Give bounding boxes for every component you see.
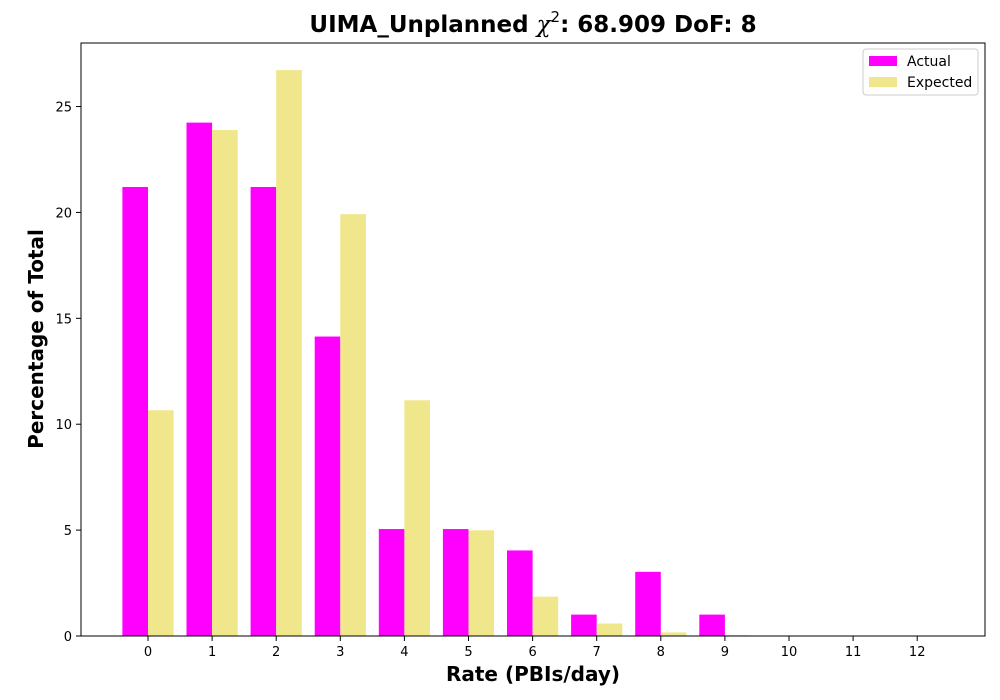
bar-actual-1 xyxy=(186,122,213,636)
x-tick-label: 8 xyxy=(657,645,665,660)
bar-expected-5 xyxy=(468,530,495,636)
x-tick-label: 1 xyxy=(208,645,216,660)
x-tick-label: 2 xyxy=(272,645,280,660)
x-axis-label: Rate (PBIs/day) xyxy=(446,662,620,686)
x-tick-label: 5 xyxy=(464,645,472,660)
y-tick-label: 20 xyxy=(55,206,72,221)
bar-expected-0 xyxy=(148,410,174,636)
chart-title-chi: χ xyxy=(535,12,553,38)
chart-title-prefix: UIMA_Unplanned xyxy=(309,12,536,38)
bar-actual-4 xyxy=(378,529,405,636)
bar-actual-5 xyxy=(442,529,469,636)
bar-expected-1 xyxy=(212,130,238,637)
x-tick-label: 10 xyxy=(781,645,798,660)
y-tick-label: 15 xyxy=(55,312,72,327)
x-ticks: 0 1 2 3 4 5 6 7 8 9 10 11 12 xyxy=(144,636,926,660)
bar-expected-7 xyxy=(596,623,623,636)
y-ticks: 0 5 10 15 20 25 xyxy=(55,101,81,645)
x-tick-label: 6 xyxy=(528,645,536,660)
chart-title: UIMA_Unplanned χ2: 68.909 DoF: 8 xyxy=(309,8,756,38)
legend: Actual Expected xyxy=(862,48,979,96)
y-tick-label: 10 xyxy=(55,418,72,433)
chart-title-suffix: : 68.909 DoF: 8 xyxy=(560,12,757,38)
x-tick-label: 0 xyxy=(144,645,152,660)
x-tick-label: 12 xyxy=(909,645,926,660)
x-tick-label: 9 xyxy=(721,645,729,660)
chart-title-chi-superscript: 2 xyxy=(551,8,561,26)
x-tick-label: 11 xyxy=(845,645,862,660)
y-tick-label: 25 xyxy=(55,101,72,116)
bar-actual-9 xyxy=(699,614,725,636)
bar-expected-3 xyxy=(340,214,366,636)
x-tick-label: 7 xyxy=(593,645,601,660)
bar-actual-2 xyxy=(250,187,277,636)
legend-label-actual: Actual xyxy=(907,54,951,70)
legend-swatch-expected xyxy=(869,77,897,87)
legend-label-expected: Expected xyxy=(907,75,972,91)
y-tick-label: 5 xyxy=(64,524,72,539)
bar-actual-3 xyxy=(314,336,341,636)
x-tick-label: 3 xyxy=(336,645,344,660)
y-axis-label: Percentage of Total xyxy=(24,229,48,449)
bar-actual-7 xyxy=(571,614,597,636)
bar-expected-8 xyxy=(660,632,687,636)
bar-actual-8 xyxy=(635,571,661,636)
bar-expected-6 xyxy=(532,596,559,636)
legend-swatch-actual xyxy=(869,56,897,66)
bar-expected-4 xyxy=(404,400,430,636)
bars-layer xyxy=(122,70,815,637)
bar-expected-2 xyxy=(276,70,302,637)
x-tick-label: 4 xyxy=(400,645,408,660)
bar-actual-0 xyxy=(122,187,148,636)
bar-actual-6 xyxy=(507,550,533,636)
y-tick-label: 0 xyxy=(64,630,72,645)
